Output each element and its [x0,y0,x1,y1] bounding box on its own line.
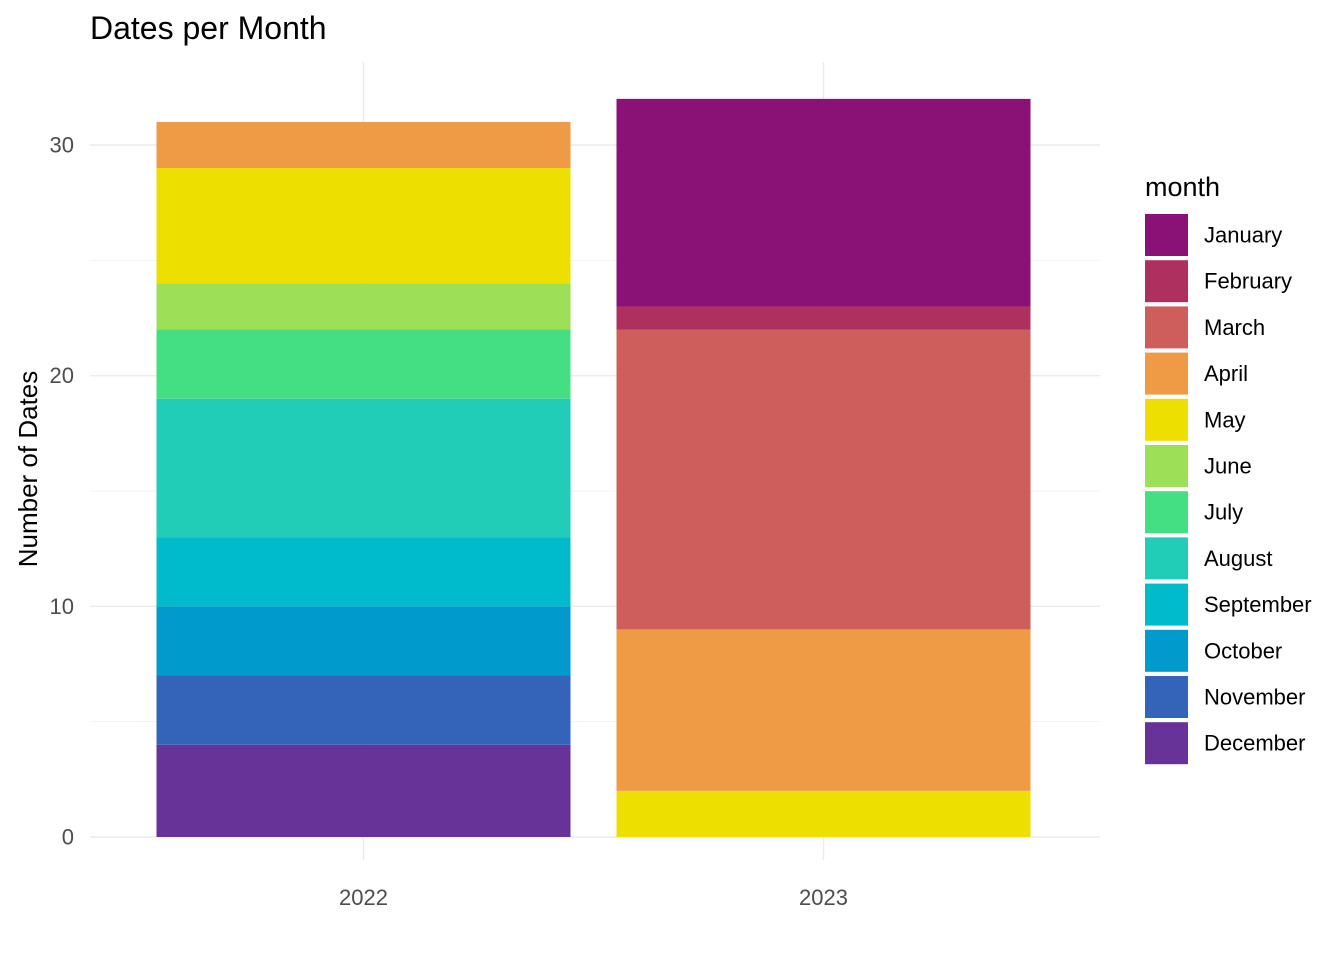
bar-segment-2023-january [616,98,1031,307]
legend-label: May [1204,407,1246,432]
legend-key-april [1145,352,1188,395]
legend-title: month [1145,172,1220,202]
legend-key-june [1145,445,1188,487]
x-tick-label: 2023 [799,885,848,910]
bar-segment-2023-may [616,790,1031,837]
legend-key-september [1145,583,1188,626]
bar-segment-2023-april [616,629,1031,791]
legend-key-march [1145,306,1188,349]
bar-segment-2022-july [156,329,571,399]
legend-key-july [1145,491,1188,534]
y-tick-label: 10 [50,594,74,619]
legend-key-december [1145,722,1188,765]
bar-segment-2022-december [156,744,571,837]
bar-segment-2023-march [616,329,1031,630]
bar-segment-2022-september [156,537,571,607]
legend-label: June [1204,454,1252,479]
legend-label: August [1204,546,1273,571]
y-tick-label: 20 [50,363,74,388]
legend-key-january [1145,214,1188,256]
legend-label: January [1204,223,1282,248]
y-tick-label: 30 [50,133,74,158]
bars [156,98,1031,837]
bar-segment-2022-november [156,675,571,745]
legend-key-november [1145,676,1188,718]
legend-label: April [1204,361,1248,386]
legend-label: March [1204,315,1265,340]
x-tick-label: 2022 [339,885,388,910]
bar-segment-2022-may [156,168,571,284]
bar-segment-2022-october [156,606,571,676]
chart-title: Dates per Month [90,10,327,46]
bar-segment-2022-april [156,121,571,169]
legend-label: November [1204,685,1305,710]
bar-segment-2022-june [156,283,571,330]
axes: 0 10 20 30 2022 2023 Number of Dates [13,133,848,911]
legend-key-august [1145,537,1188,580]
legend-key-february [1145,260,1188,303]
legend-label: February [1204,269,1292,294]
legend-key-october [1145,629,1188,672]
legend-label: October [1204,638,1282,663]
bar-segment-2023-february [616,306,1031,330]
legend-key-may [1145,398,1188,441]
legend-label: July [1204,500,1243,525]
bar-segment-2022-august [156,398,571,538]
y-axis-title: Number of Dates [13,371,43,568]
legend-label: September [1204,592,1312,617]
legend-label: December [1204,731,1305,756]
y-tick-label: 0 [62,825,74,850]
legend: month January February March April May June Jul… [1145,172,1312,765]
